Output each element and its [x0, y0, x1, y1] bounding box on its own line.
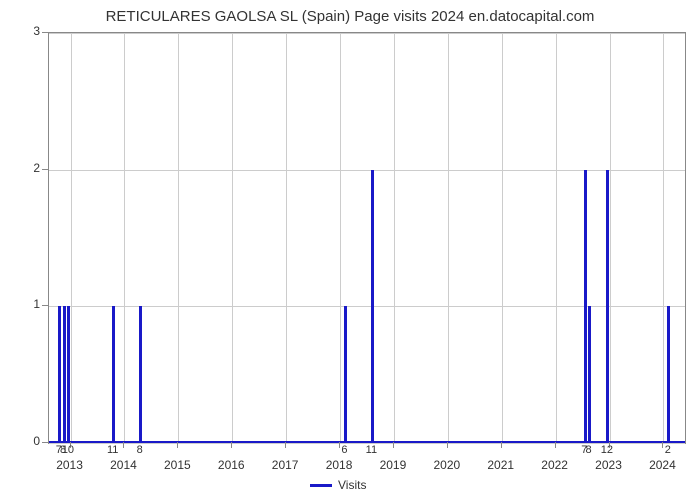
plot-area — [48, 32, 686, 444]
series-spike — [112, 306, 115, 443]
chart-title: RETICULARES GAOLSA SL (Spain) Page visit… — [0, 0, 700, 25]
visits-chart: RETICULARES GAOLSA SL (Spain) Page visit… — [0, 0, 700, 500]
x-tick — [555, 442, 556, 448]
grid-line — [178, 33, 179, 443]
spike-label: 10 — [62, 444, 74, 456]
legend-label: Visits — [338, 478, 366, 492]
y-tick-label: 0 — [10, 434, 40, 448]
y-tick — [42, 442, 48, 443]
x-tick-label: 2023 — [595, 458, 622, 472]
series-spike — [63, 306, 66, 443]
spike-label: 6 — [341, 444, 347, 456]
spike-label: 11 — [366, 444, 377, 456]
y-tick — [42, 32, 48, 33]
x-tick — [123, 442, 124, 448]
y-tick-label: 2 — [10, 161, 40, 175]
grid-line — [610, 33, 611, 443]
grid-line — [124, 33, 125, 443]
x-tick — [177, 442, 178, 448]
spike-label: 8 — [586, 444, 592, 456]
x-tick-label: 2024 — [649, 458, 676, 472]
series-spike — [584, 170, 587, 443]
x-tick-label: 2018 — [326, 458, 353, 472]
grid-line — [556, 33, 557, 443]
spike-label: 11 — [107, 444, 118, 456]
x-tick-label: 2017 — [272, 458, 299, 472]
x-tick-label: 2019 — [380, 458, 407, 472]
series-spike — [344, 306, 347, 443]
grid-line — [232, 33, 233, 443]
series-spike — [588, 306, 591, 443]
x-tick-label: 2015 — [164, 458, 191, 472]
y-tick — [42, 305, 48, 306]
spike-label: 2 — [665, 444, 671, 456]
grid-line — [663, 33, 664, 443]
x-tick-label: 2021 — [487, 458, 514, 472]
y-tick-label: 1 — [10, 297, 40, 311]
legend: Visits — [310, 478, 366, 492]
x-tick-label: 2020 — [433, 458, 460, 472]
x-tick — [339, 442, 340, 448]
x-tick — [662, 442, 663, 448]
x-tick-label: 2013 — [56, 458, 83, 472]
series-spike — [371, 170, 374, 443]
spike-label: 12 — [601, 444, 613, 456]
y-tick — [42, 169, 48, 170]
y-tick-label: 3 — [10, 24, 40, 38]
grid-line — [286, 33, 287, 443]
series-spike — [606, 170, 609, 443]
series-spike — [667, 306, 670, 443]
grid-line — [49, 170, 685, 171]
spike-label: 8 — [137, 444, 143, 456]
x-tick-label: 2022 — [541, 458, 568, 472]
x-tick-label: 2014 — [110, 458, 137, 472]
x-tick — [393, 442, 394, 448]
grid-line — [49, 33, 685, 34]
x-tick — [501, 442, 502, 448]
series-spike — [139, 306, 142, 443]
series-spike — [67, 306, 70, 443]
grid-line — [448, 33, 449, 443]
series-spike — [58, 306, 61, 443]
x-tick — [285, 442, 286, 448]
x-tick-label: 2016 — [218, 458, 245, 472]
grid-line — [394, 33, 395, 443]
grid-line — [502, 33, 503, 443]
x-tick — [447, 442, 448, 448]
grid-line — [71, 33, 72, 443]
grid-line — [340, 33, 341, 443]
x-tick — [231, 442, 232, 448]
legend-swatch — [310, 484, 332, 487]
